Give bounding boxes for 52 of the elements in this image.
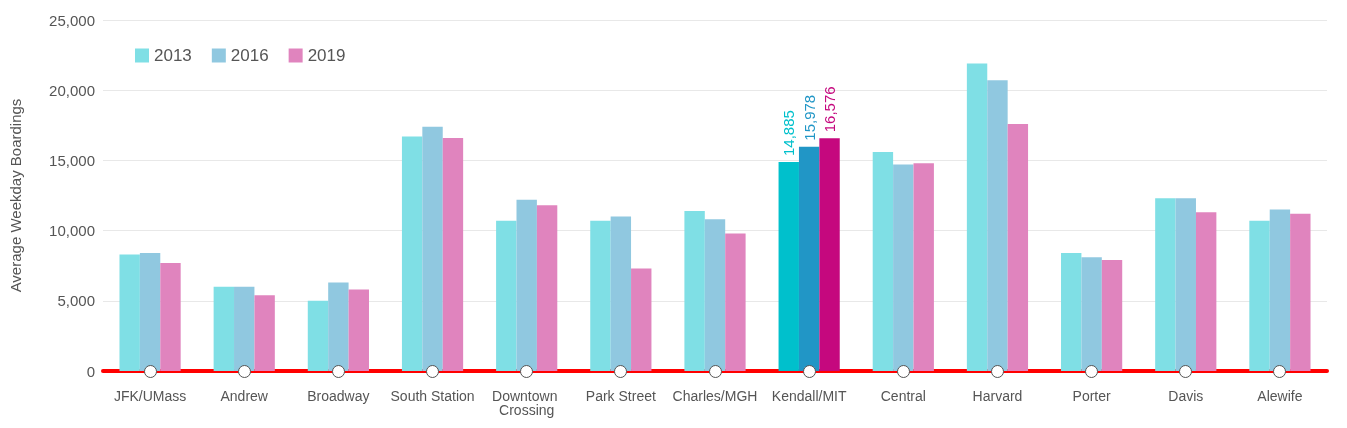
x-tick-label: Central [880,388,926,404]
x-tick-label: Alewife [1257,388,1303,404]
x-tick-label: Downtown Crossing [492,388,562,418]
legend-label: 2019 [307,46,346,65]
legend-label: 2016 [230,46,269,65]
y-tick-label: 25,000 [49,11,95,29]
legend-label: 2013 [154,46,192,65]
x-tick-label: Charles/MGH [672,388,758,404]
bar [307,300,329,371]
bar [160,262,181,371]
bar [496,220,517,371]
bar [1290,213,1311,371]
bar [590,220,611,371]
x-tick-label: Andrew [220,388,269,404]
x-tick-label: Park Street [585,388,656,404]
x-tick-label: JFK/UMass [113,388,187,404]
x-tick-label: Kendall/MIT [771,388,847,404]
data-label: 16,576 [821,86,839,133]
bar [442,137,464,371]
y-tick-label: 15,000 [49,151,95,169]
bar [536,205,558,371]
bar [1195,212,1217,371]
bar [401,136,423,371]
y-tick-label: 0 [86,362,95,380]
x-tick-label: Davis [1168,388,1204,404]
x-tick-label: Harvard [972,388,1023,404]
x-tick-label: Porter [1072,388,1112,404]
bar [819,138,840,371]
bar [119,254,140,371]
x-tick-label: Broadway [307,388,370,404]
bar [1155,198,1176,371]
y-tick-label: 5,000 [57,292,95,310]
bar [684,210,705,371]
y-axis-title: Average Weekday Boardings [7,98,24,293]
bar [778,162,799,371]
bar [631,268,652,371]
bar [1007,123,1029,371]
bar [213,286,235,371]
y-tick-label: 20,000 [49,81,95,99]
bar [1061,253,1082,371]
bar [348,289,369,371]
bar [1101,260,1123,371]
data-label: 15,978 [800,94,818,141]
bar [872,151,894,371]
bar [913,163,934,371]
x-tick-label: South Station [390,388,475,404]
bar [1249,220,1270,371]
bar [966,63,988,371]
bar [254,295,275,371]
data-label: 14,885 [780,110,798,157]
bar [725,233,746,371]
y-tick-label: 10,000 [49,222,95,240]
